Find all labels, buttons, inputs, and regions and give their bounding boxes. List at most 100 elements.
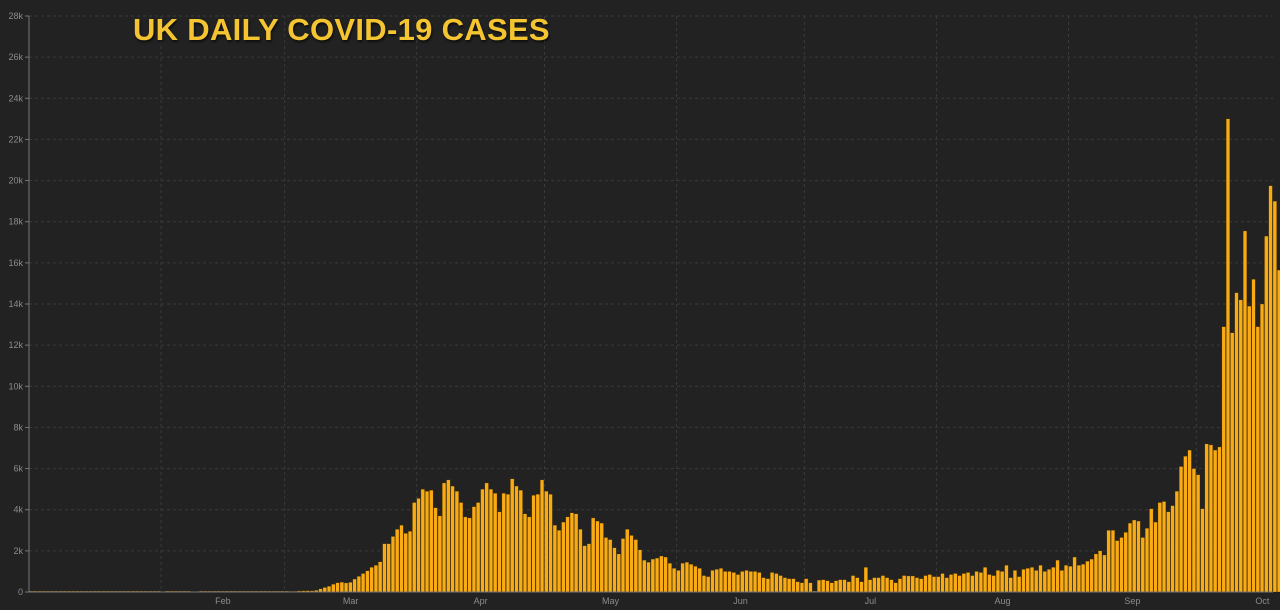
bar (876, 577, 881, 593)
bar (1123, 532, 1128, 593)
bar (710, 570, 715, 593)
y-tick-label: 20k (8, 176, 23, 186)
bar (821, 579, 826, 593)
bar (416, 498, 421, 593)
bar (1081, 564, 1086, 593)
bar (420, 488, 425, 593)
bar (842, 579, 847, 593)
bar (633, 539, 638, 593)
bar (697, 568, 702, 593)
bar (1255, 326, 1260, 593)
x-tick-label: May (602, 596, 620, 606)
bar (940, 573, 945, 593)
bar (932, 576, 936, 593)
bar (1004, 565, 1009, 593)
bar (1243, 230, 1247, 593)
bar (642, 559, 647, 593)
bar (927, 574, 932, 593)
bar (650, 558, 655, 593)
bar (1200, 508, 1205, 593)
bar (970, 575, 975, 593)
bar (1272, 200, 1277, 593)
bar (914, 577, 919, 593)
bar (488, 488, 493, 593)
bar (1183, 456, 1188, 593)
bar (889, 579, 894, 593)
bar (838, 579, 843, 593)
bar (659, 555, 664, 593)
bar (1162, 501, 1167, 593)
bar (961, 573, 966, 593)
bar (765, 578, 770, 593)
bar (880, 575, 885, 593)
y-tick-label: 6k (13, 464, 23, 474)
bar (983, 567, 988, 593)
x-tick-label: Jun (733, 596, 748, 606)
y-tick-label: 4k (13, 505, 23, 515)
bar (1085, 560, 1090, 593)
x-tick-label: Feb (215, 596, 231, 606)
bar (1102, 554, 1107, 593)
bar (629, 535, 634, 593)
bar (425, 491, 430, 593)
bar (390, 536, 395, 593)
bar (582, 545, 587, 593)
bar (1217, 446, 1222, 593)
bar (723, 571, 728, 593)
bar (1140, 537, 1145, 593)
bar (897, 578, 902, 593)
bar (1034, 570, 1039, 593)
bar (795, 581, 800, 593)
bar (731, 572, 736, 593)
bar (1017, 576, 1022, 593)
x-tick-label: Mar (343, 596, 359, 606)
bar (1136, 520, 1141, 593)
y-tick-label: 10k (8, 381, 23, 391)
bar (1128, 522, 1132, 593)
bar (689, 564, 694, 593)
bar (774, 573, 779, 593)
bar (403, 533, 408, 593)
y-tick-label: 26k (8, 52, 23, 62)
bar (540, 479, 545, 593)
bar (621, 538, 625, 593)
bar (1213, 449, 1218, 593)
bar (552, 524, 557, 593)
bar (1157, 502, 1162, 593)
bar (1225, 118, 1230, 593)
bar (829, 582, 834, 593)
bar (1008, 577, 1013, 593)
y-tick-label: 0 (18, 587, 23, 597)
bar (446, 479, 451, 593)
bar (1247, 305, 1252, 593)
bar (855, 577, 860, 593)
bar (957, 575, 962, 593)
bar (1166, 511, 1171, 593)
bar (459, 502, 464, 593)
bar (663, 556, 668, 593)
bar (1115, 540, 1120, 593)
bar (1098, 550, 1103, 593)
bar (331, 584, 336, 593)
bar (868, 579, 873, 593)
bar (578, 529, 583, 593)
bar (574, 513, 579, 593)
bar (408, 531, 412, 593)
x-tick-label: Oct (1255, 596, 1270, 606)
bar (365, 570, 370, 593)
bar (740, 571, 745, 593)
bar (944, 577, 949, 593)
bar (799, 582, 804, 593)
bar (817, 579, 821, 593)
y-tick-label: 16k (8, 258, 23, 268)
bar (510, 478, 515, 593)
bar (787, 578, 792, 593)
bar (782, 577, 787, 593)
bar (638, 549, 643, 593)
bar (527, 516, 532, 593)
bar (753, 571, 758, 593)
bar (437, 515, 442, 593)
bar (450, 485, 455, 593)
bar (1187, 449, 1192, 593)
